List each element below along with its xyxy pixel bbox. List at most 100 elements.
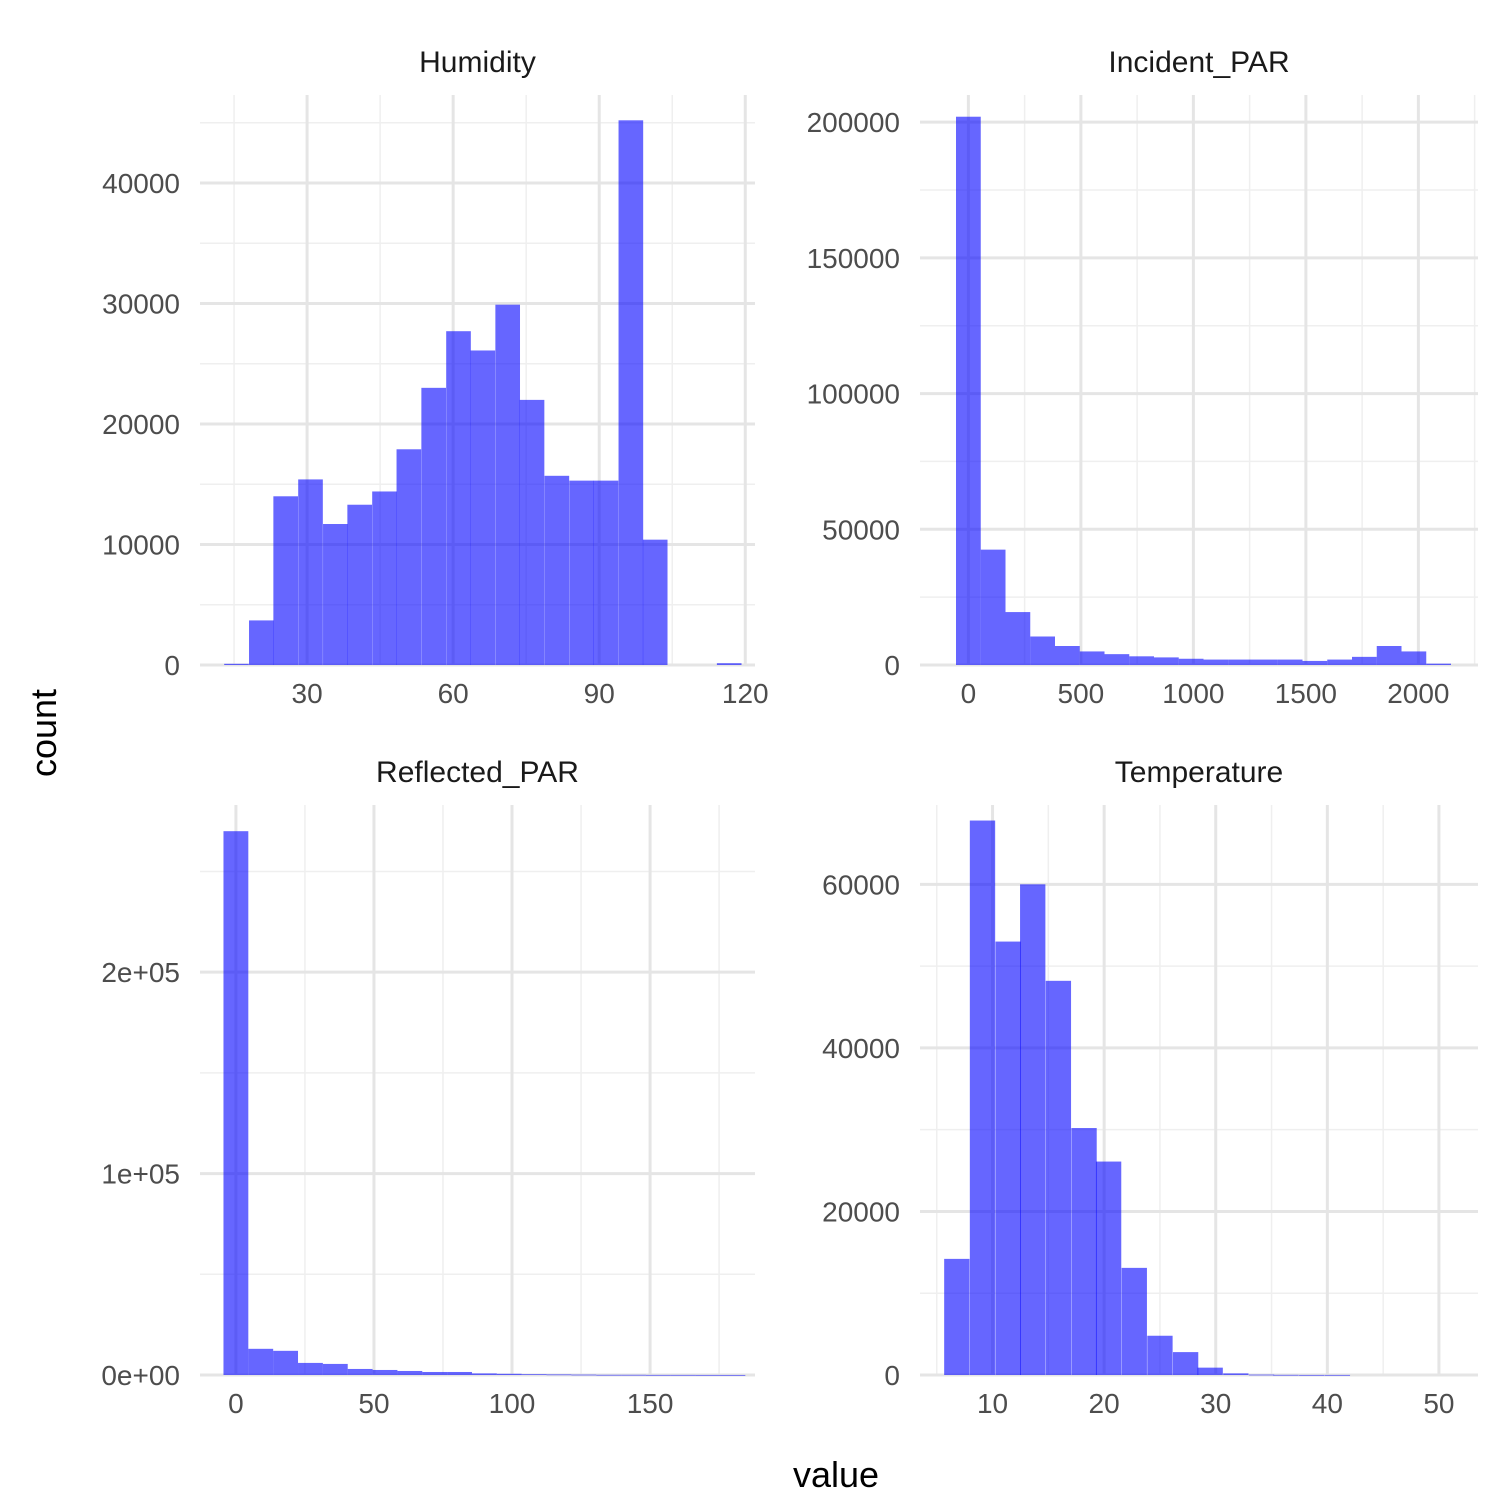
histogram-bar bbox=[1055, 646, 1080, 665]
y-tick-label: 40000 bbox=[102, 168, 180, 199]
histogram-bar bbox=[969, 820, 996, 1375]
y-tick-label: 50000 bbox=[822, 514, 900, 545]
histogram-bar bbox=[223, 831, 249, 1375]
histogram-bar bbox=[347, 1368, 373, 1375]
histogram-bar bbox=[273, 496, 299, 665]
histogram-bar bbox=[1401, 651, 1427, 665]
x-tick-label: 0 bbox=[961, 678, 977, 709]
y-tick-label: 20000 bbox=[102, 409, 180, 440]
y-tick-label: 40000 bbox=[822, 1033, 900, 1064]
histogram-bar bbox=[571, 1374, 597, 1376]
histogram-bar bbox=[322, 1363, 348, 1375]
histogram-bar bbox=[1352, 656, 1377, 665]
histogram-bar bbox=[396, 449, 422, 665]
x-tick-label: 60 bbox=[438, 678, 469, 709]
y-tick-label: 0 bbox=[164, 650, 180, 681]
histogram-bar bbox=[716, 663, 742, 665]
facet-strip-title: Reflected_PAR bbox=[376, 756, 579, 789]
histogram-bar bbox=[248, 1348, 274, 1375]
histogram-bar bbox=[1228, 659, 1253, 665]
x-tick-label: 1000 bbox=[1162, 678, 1224, 709]
y-axis-title: count bbox=[23, 689, 64, 777]
y-tick-label: 200000 bbox=[807, 107, 900, 138]
histogram-bar bbox=[1104, 654, 1130, 665]
facet-panel-incident-par: 0 500 1000 1500 2000 0 50000 100000 150000 200000… bbox=[807, 46, 1478, 709]
histogram-bar bbox=[621, 1374, 646, 1376]
histogram-bar bbox=[593, 480, 619, 665]
histogram-bar bbox=[519, 399, 545, 665]
x-tick-label: 40 bbox=[1312, 1388, 1343, 1419]
y-tick-label: 100000 bbox=[807, 379, 900, 410]
histogram-bar bbox=[446, 331, 471, 665]
histogram-bar bbox=[1253, 659, 1278, 665]
histogram-bar bbox=[1327, 659, 1352, 665]
histogram-bar bbox=[695, 1374, 721, 1376]
histogram-bar bbox=[1079, 651, 1105, 665]
y-tick-label: 30000 bbox=[102, 288, 180, 319]
histogram-bar bbox=[670, 1374, 696, 1376]
histogram-bar bbox=[470, 350, 496, 665]
histogram-bar bbox=[1020, 884, 1046, 1375]
histogram-bar bbox=[323, 524, 348, 665]
x-tick-label: 90 bbox=[584, 678, 615, 709]
histogram-bar bbox=[1197, 1367, 1223, 1375]
histogram-bar bbox=[569, 480, 595, 665]
histogram-bar bbox=[447, 1371, 472, 1375]
histogram-bar bbox=[1095, 1161, 1122, 1375]
histogram-bar bbox=[1302, 660, 1328, 665]
histogram-bar bbox=[1121, 1267, 1147, 1375]
facet-panel-temperature: 10 20 30 40 50 0 20000 40000 60000 Temperature bbox=[822, 756, 1478, 1419]
histogram-bar bbox=[546, 1374, 572, 1376]
histogram-bar bbox=[1129, 656, 1154, 665]
histogram-bar bbox=[224, 663, 249, 665]
histogram-bar bbox=[1277, 659, 1303, 665]
histogram-bar bbox=[421, 387, 447, 665]
x-tick-label: 1500 bbox=[1275, 678, 1337, 709]
x-tick-label: 20 bbox=[1089, 1388, 1120, 1419]
x-tick-label: 120 bbox=[722, 678, 769, 709]
histogram-bar bbox=[1426, 663, 1451, 665]
x-tick-label: 30 bbox=[292, 678, 323, 709]
histogram-bar bbox=[1172, 1352, 1199, 1375]
histogram-bar bbox=[496, 1373, 522, 1375]
y-tick-label: 0 bbox=[884, 650, 900, 681]
histogram-bar bbox=[544, 475, 570, 665]
y-tick-label: 60000 bbox=[822, 869, 900, 900]
x-tick-label: 10 bbox=[977, 1388, 1008, 1419]
histogram-bar bbox=[1005, 612, 1031, 665]
histogram-bar bbox=[596, 1374, 622, 1376]
x-tick-label: 30 bbox=[1200, 1388, 1231, 1419]
histogram-bar bbox=[720, 1374, 746, 1376]
histogram-bar bbox=[1071, 1128, 1097, 1375]
histogram-bar bbox=[645, 1374, 671, 1376]
y-tick-label: 20000 bbox=[822, 1196, 900, 1227]
histogram-bar bbox=[1324, 1374, 1351, 1376]
histogram-bar bbox=[273, 1350, 299, 1375]
x-tick-label: 50 bbox=[1423, 1388, 1454, 1419]
histogram-bar bbox=[1154, 657, 1179, 665]
histogram-bar bbox=[372, 1369, 398, 1375]
x-tick-label: 50 bbox=[358, 1388, 389, 1419]
histogram-bar bbox=[642, 539, 668, 665]
x-tick-label: 500 bbox=[1058, 678, 1105, 709]
facet-strip-title: Humidity bbox=[419, 46, 536, 79]
histogram-bar bbox=[471, 1373, 497, 1375]
histogram-bar bbox=[618, 120, 644, 665]
histogram-bar bbox=[298, 479, 323, 665]
x-axis-title: value bbox=[793, 1454, 879, 1495]
histogram-bar bbox=[397, 1370, 423, 1375]
histogram-bar bbox=[1178, 658, 1204, 665]
facet-strip-title: Temperature bbox=[1115, 756, 1283, 789]
histogram-bar bbox=[944, 1258, 970, 1375]
facet-strip-title: Incident_PAR bbox=[1108, 46, 1289, 79]
facet-panel-reflected-par: 0 50 100 150 0e+00 1e+05 2e+05 Reflected_PAR bbox=[101, 756, 755, 1419]
x-tick-label: 2000 bbox=[1387, 678, 1449, 709]
y-tick-label: 150000 bbox=[807, 243, 900, 274]
histogram-bar bbox=[1045, 980, 1072, 1375]
histogram-bar bbox=[347, 504, 373, 665]
y-tick-label: 0 bbox=[884, 1360, 900, 1391]
histogram-bar bbox=[1030, 636, 1055, 665]
x-tick-label: 0 bbox=[228, 1388, 244, 1419]
